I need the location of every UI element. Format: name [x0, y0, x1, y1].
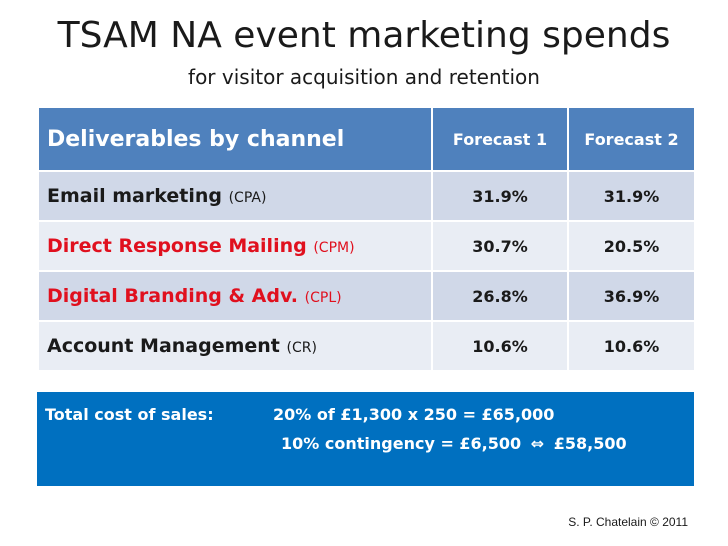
row-abbr: (CPA) [228, 190, 267, 206]
slide-subtitle: for visitor acquisition and retention [188, 65, 540, 89]
slide-title: TSAM NA event marketing spends [57, 15, 671, 56]
double-arrow-icon: ⇔ [530, 434, 545, 453]
row-abbr: (CPL) [304, 290, 342, 306]
row-abbr: (CPM) [313, 240, 355, 256]
copyright-credit: S. P. Chatelain © 2011 [568, 515, 688, 529]
total-line-1: 20% of £1,300 x 250 = £65,000 [273, 405, 555, 424]
row-account-management: Account Management (CR) [37, 320, 433, 372]
table-header-row: Deliverables by channel Forecast 1 Forec… [37, 106, 696, 172]
contingency-text: 10% contingency = £6,500 [281, 434, 522, 453]
row-digital-branding: Digital Branding & Adv. (CPL) [37, 270, 433, 322]
forecast-2-value: 36.9% [567, 270, 696, 322]
table-row: Account Management (CR) 10.6% 10.6% [37, 320, 696, 372]
forecast-1-value: 26.8% [431, 270, 569, 322]
total-cost-box: Total cost of sales: 20% of £1,300 x 250… [37, 392, 694, 486]
header-forecast-2: Forecast 2 [567, 106, 696, 172]
forecast-2-value: 20.5% [567, 220, 696, 272]
table-row: Email marketing (CPA) 31.9% 31.9% [37, 170, 696, 222]
net-total-text: £58,500 [553, 434, 627, 453]
table-row: Direct Response Mailing (CPM) 30.7% 20.5… [37, 220, 696, 272]
row-abbr: (CR) [286, 340, 317, 356]
forecast-2-value: 10.6% [567, 320, 696, 372]
row-direct-response-mailing: Direct Response Mailing (CPM) [37, 220, 433, 272]
forecast-1-value: 31.9% [431, 170, 569, 222]
table-row: Digital Branding & Adv. (CPL) 26.8% 36.9… [37, 270, 696, 322]
forecast-1-value: 30.7% [431, 220, 569, 272]
header-channel: Deliverables by channel [37, 106, 433, 172]
row-email-marketing: Email marketing (CPA) [37, 170, 433, 222]
total-line-2: 10% contingency = £6,500 ⇔ £58,500 [281, 434, 627, 453]
forecast-2-value: 31.9% [567, 170, 696, 222]
row-name: Email marketing [47, 185, 222, 207]
channel-table: Deliverables by channel Forecast 1 Forec… [37, 106, 696, 372]
row-name: Digital Branding & Adv. [47, 285, 299, 307]
forecast-1-value: 10.6% [431, 320, 569, 372]
row-name: Account Management [47, 335, 280, 357]
header-forecast-1: Forecast 1 [431, 106, 569, 172]
total-label: Total cost of sales: [45, 405, 214, 424]
row-name: Direct Response Mailing [47, 235, 307, 257]
